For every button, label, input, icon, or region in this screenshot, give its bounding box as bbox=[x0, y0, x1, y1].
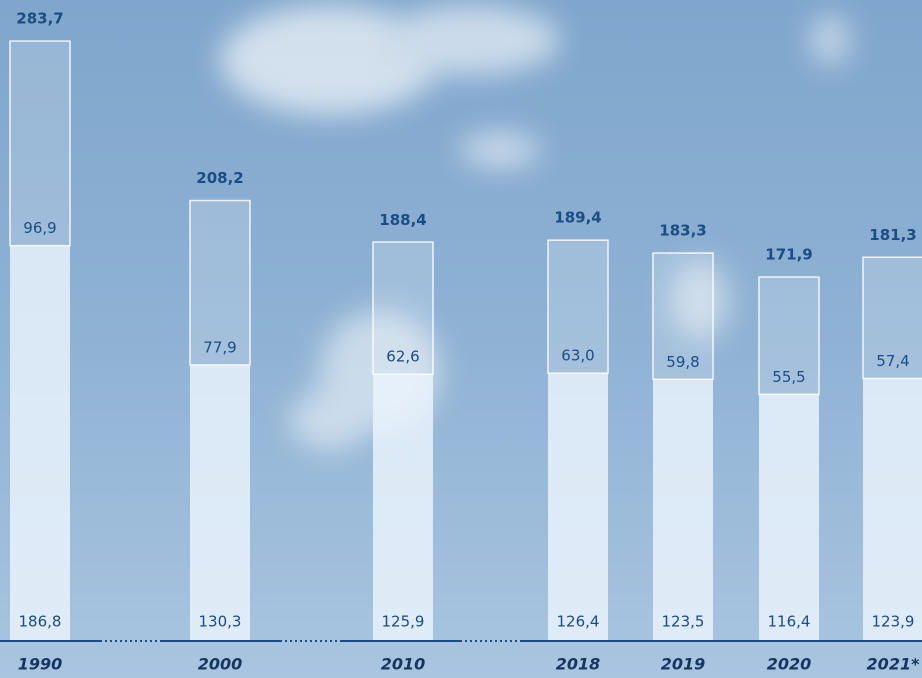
bar-segment bbox=[547, 239, 609, 374]
bar-segment bbox=[862, 256, 922, 380]
total-label: 189,4 bbox=[554, 209, 601, 227]
bar-segment bbox=[190, 364, 250, 640]
total-label: 188,4 bbox=[379, 211, 426, 229]
bar-segment bbox=[653, 379, 713, 640]
bar-segment bbox=[9, 40, 71, 247]
total-label: 183,3 bbox=[659, 222, 706, 240]
bar-segment bbox=[652, 252, 714, 381]
segment-label: 57,4 bbox=[876, 352, 909, 370]
segment-label: 130,3 bbox=[199, 613, 242, 631]
segment-label: 126,4 bbox=[557, 613, 600, 631]
x-tick-label: 2020 bbox=[767, 655, 812, 674]
bar-segment bbox=[10, 245, 70, 640]
segment-label: 62,6 bbox=[386, 348, 419, 366]
total-label: 208,2 bbox=[196, 169, 243, 187]
x-tick-label: 2010 bbox=[381, 655, 426, 674]
bar-segment bbox=[863, 378, 922, 640]
x-tick-label: 1990 bbox=[18, 655, 63, 674]
bar-segment bbox=[548, 373, 608, 640]
segment-label: 116,4 bbox=[768, 613, 811, 631]
total-label: 283,7 bbox=[16, 10, 63, 28]
bar-segment bbox=[758, 276, 820, 396]
segment-label: 123,9 bbox=[872, 613, 915, 631]
x-tick-label: 2018 bbox=[556, 655, 601, 674]
segment-label: 125,9 bbox=[382, 613, 425, 631]
segment-label: 77,9 bbox=[203, 338, 236, 356]
x-tick-label: 2000 bbox=[198, 655, 243, 674]
bar-segment bbox=[189, 199, 251, 366]
x-tick-label: 2021* bbox=[867, 655, 921, 674]
clouds bbox=[220, 5, 850, 450]
segment-label: 123,5 bbox=[662, 613, 705, 631]
segment-label: 96,9 bbox=[23, 219, 56, 237]
segment-label: 186,8 bbox=[19, 613, 62, 631]
bar-segment bbox=[759, 394, 819, 640]
x-tick-label: 2019 bbox=[661, 655, 706, 674]
bar-segment bbox=[372, 241, 434, 375]
total-label: 181,3 bbox=[869, 226, 916, 244]
segment-label: 59,8 bbox=[666, 353, 699, 371]
segment-label: 55,5 bbox=[772, 368, 805, 386]
bar-segment bbox=[373, 374, 433, 640]
segment-label: 63,0 bbox=[561, 347, 594, 365]
total-label: 171,9 bbox=[765, 246, 812, 264]
